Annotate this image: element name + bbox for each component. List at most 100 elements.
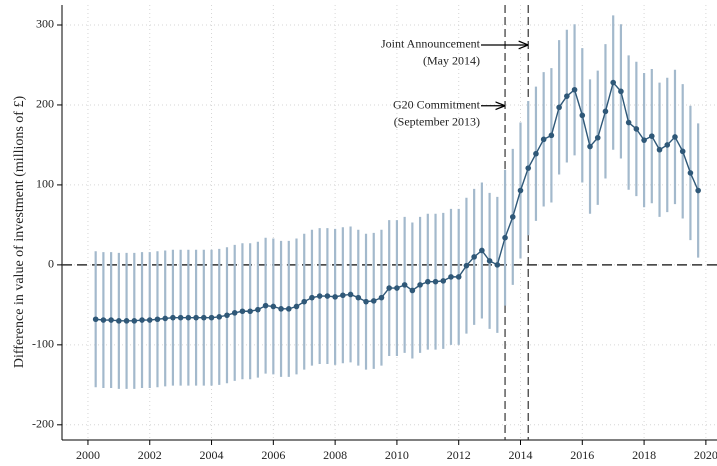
point (316, 293, 323, 299)
x-tick-label: 2014 (509, 448, 533, 462)
point (625, 119, 632, 126)
point (340, 292, 346, 299)
point (564, 93, 570, 99)
point (455, 274, 462, 280)
point (664, 142, 671, 148)
x-tick-label: 2016 (570, 448, 594, 462)
x-tick-label: 2008 (323, 448, 347, 462)
point (324, 293, 331, 299)
point (108, 317, 114, 323)
annotation-text: G20 Commitment (393, 98, 481, 112)
point (494, 262, 501, 268)
point (540, 136, 547, 143)
point (610, 79, 616, 86)
x-tick-label: 2012 (447, 448, 471, 462)
point (401, 282, 408, 288)
point (262, 302, 269, 309)
point (409, 287, 416, 294)
point (255, 306, 261, 313)
point (509, 214, 516, 220)
point (687, 170, 694, 176)
point (208, 314, 215, 321)
point (486, 258, 493, 264)
point (177, 314, 184, 321)
x-tick-label: 2004 (200, 448, 224, 462)
point (656, 146, 663, 153)
point (432, 278, 439, 285)
y-axis-label: Difference in value of investment (milli… (12, 96, 27, 369)
point (309, 294, 315, 301)
point (594, 134, 601, 141)
x-tick-label: 2020 (694, 448, 717, 462)
point (293, 303, 300, 310)
x-tick-label: 2018 (632, 448, 656, 462)
point (131, 318, 138, 324)
annotation-text: Joint Announcement (381, 37, 481, 51)
point (695, 187, 701, 194)
point (386, 285, 392, 291)
point (231, 310, 238, 316)
y-tick-label: 0 (48, 257, 54, 271)
point (679, 148, 686, 155)
point (270, 303, 277, 310)
point (463, 262, 470, 269)
point (363, 298, 369, 305)
point (517, 187, 524, 194)
x-tick-label: 2002 (138, 448, 162, 462)
point (285, 306, 292, 312)
x-tick-label: 2006 (261, 448, 285, 462)
point (417, 282, 423, 288)
point (602, 108, 609, 115)
point (123, 318, 130, 324)
point (247, 308, 253, 315)
point (139, 317, 145, 323)
point (146, 317, 153, 323)
point (170, 314, 176, 321)
point (162, 315, 168, 322)
point (193, 314, 199, 321)
y-tick-label: 300 (36, 17, 54, 31)
point (548, 132, 555, 139)
point (440, 278, 447, 284)
y-tick-label: 100 (36, 177, 54, 191)
point (471, 254, 477, 260)
point (649, 133, 655, 139)
point (672, 134, 678, 140)
point (571, 86, 578, 93)
point (100, 317, 107, 323)
point (347, 291, 354, 298)
point (185, 314, 192, 321)
point (448, 274, 454, 280)
point (332, 294, 338, 300)
point (301, 298, 308, 305)
point (525, 165, 532, 171)
point (92, 316, 99, 323)
annotation-text: (May 2014) (423, 54, 480, 68)
point (239, 308, 246, 315)
y-tick-label: -200 (32, 417, 54, 431)
annotation-text: (September 2013) (394, 115, 480, 129)
point (633, 126, 640, 132)
point (378, 294, 385, 301)
point (587, 143, 593, 150)
point (370, 298, 377, 304)
point (278, 306, 284, 312)
x-tick-label: 2010 (385, 448, 409, 462)
point (394, 285, 400, 291)
point (502, 234, 508, 241)
point (618, 88, 624, 95)
point (224, 312, 230, 319)
point (154, 316, 161, 323)
point (201, 314, 207, 321)
point (556, 104, 562, 111)
point (533, 150, 539, 157)
point (355, 294, 362, 301)
point (479, 247, 485, 254)
y-tick-label: -100 (32, 337, 54, 351)
point (579, 112, 586, 119)
point (116, 318, 122, 324)
y-tick-label: 200 (36, 97, 54, 111)
point (641, 137, 647, 143)
point (425, 278, 431, 285)
